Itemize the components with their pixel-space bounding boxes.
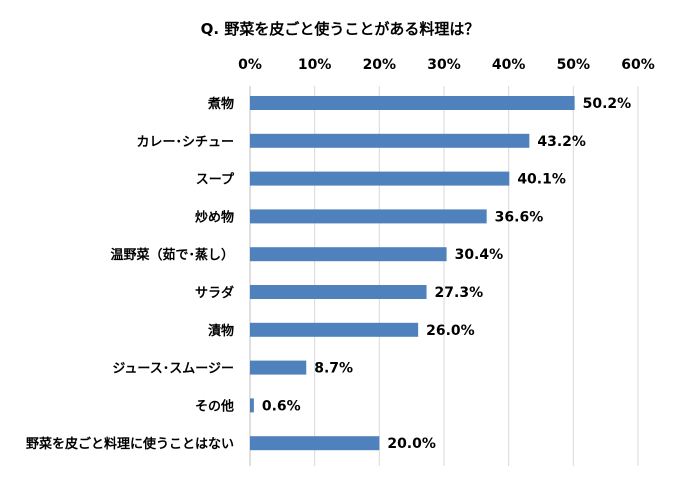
bar <box>250 133 530 148</box>
value-label: 40.1% <box>517 172 566 188</box>
category-label: 炒め物 <box>195 209 234 225</box>
bar <box>250 436 380 451</box>
value-label: 30.4% <box>455 247 504 263</box>
bar <box>250 171 510 186</box>
grid-lines <box>249 86 639 466</box>
value-label: 20.0% <box>387 436 436 452</box>
value-label: 0.6% <box>262 398 301 414</box>
bar <box>250 398 254 413</box>
value-label: 26.0% <box>426 323 475 339</box>
bars <box>250 96 575 451</box>
category-label: その他 <box>195 398 234 414</box>
value-labels: 50.2% 43.2% 40.1% 36.6% 30.4% 27.3% 26.0% 8.7% 0… <box>262 96 631 452</box>
tick-label: 60% <box>621 57 655 73</box>
value-label: 50.2% <box>583 96 632 112</box>
bar <box>250 285 427 299</box>
category-label: 漬物 <box>208 323 234 339</box>
tick-label: 20% <box>363 57 397 73</box>
bar <box>250 247 447 262</box>
value-label: 8.7% <box>314 361 353 377</box>
tick-label: 30% <box>427 57 461 73</box>
value-label: 43.2% <box>537 134 586 150</box>
tick-label: 10% <box>298 57 332 73</box>
bar <box>250 96 575 110</box>
bar <box>250 322 419 337</box>
category-label: ジュース･スムージー <box>112 362 234 377</box>
category-label: スープ <box>196 173 235 188</box>
value-label: 27.3% <box>435 285 484 301</box>
bar <box>250 209 487 224</box>
category-label: 野菜を皮ごと料理に使うことはない <box>26 436 234 452</box>
tick-label: 40% <box>492 57 526 73</box>
bar <box>250 360 307 375</box>
category-label: 煮物 <box>207 96 234 112</box>
category-label: 温野菜（茹で･蒸し） <box>110 247 234 263</box>
category-label: サラダ <box>195 285 234 301</box>
category-label: カレー･シチュー <box>136 135 234 150</box>
x-axis-ticks: 0% 10% 20% 30% 40% 50% 60% <box>238 57 655 73</box>
tick-label: 50% <box>557 57 591 73</box>
chart-title: Q. 野菜を皮ごと使うことがある料理は？ <box>201 20 480 38</box>
tick-label: 0% <box>238 57 262 73</box>
value-label: 36.6% <box>495 209 544 225</box>
